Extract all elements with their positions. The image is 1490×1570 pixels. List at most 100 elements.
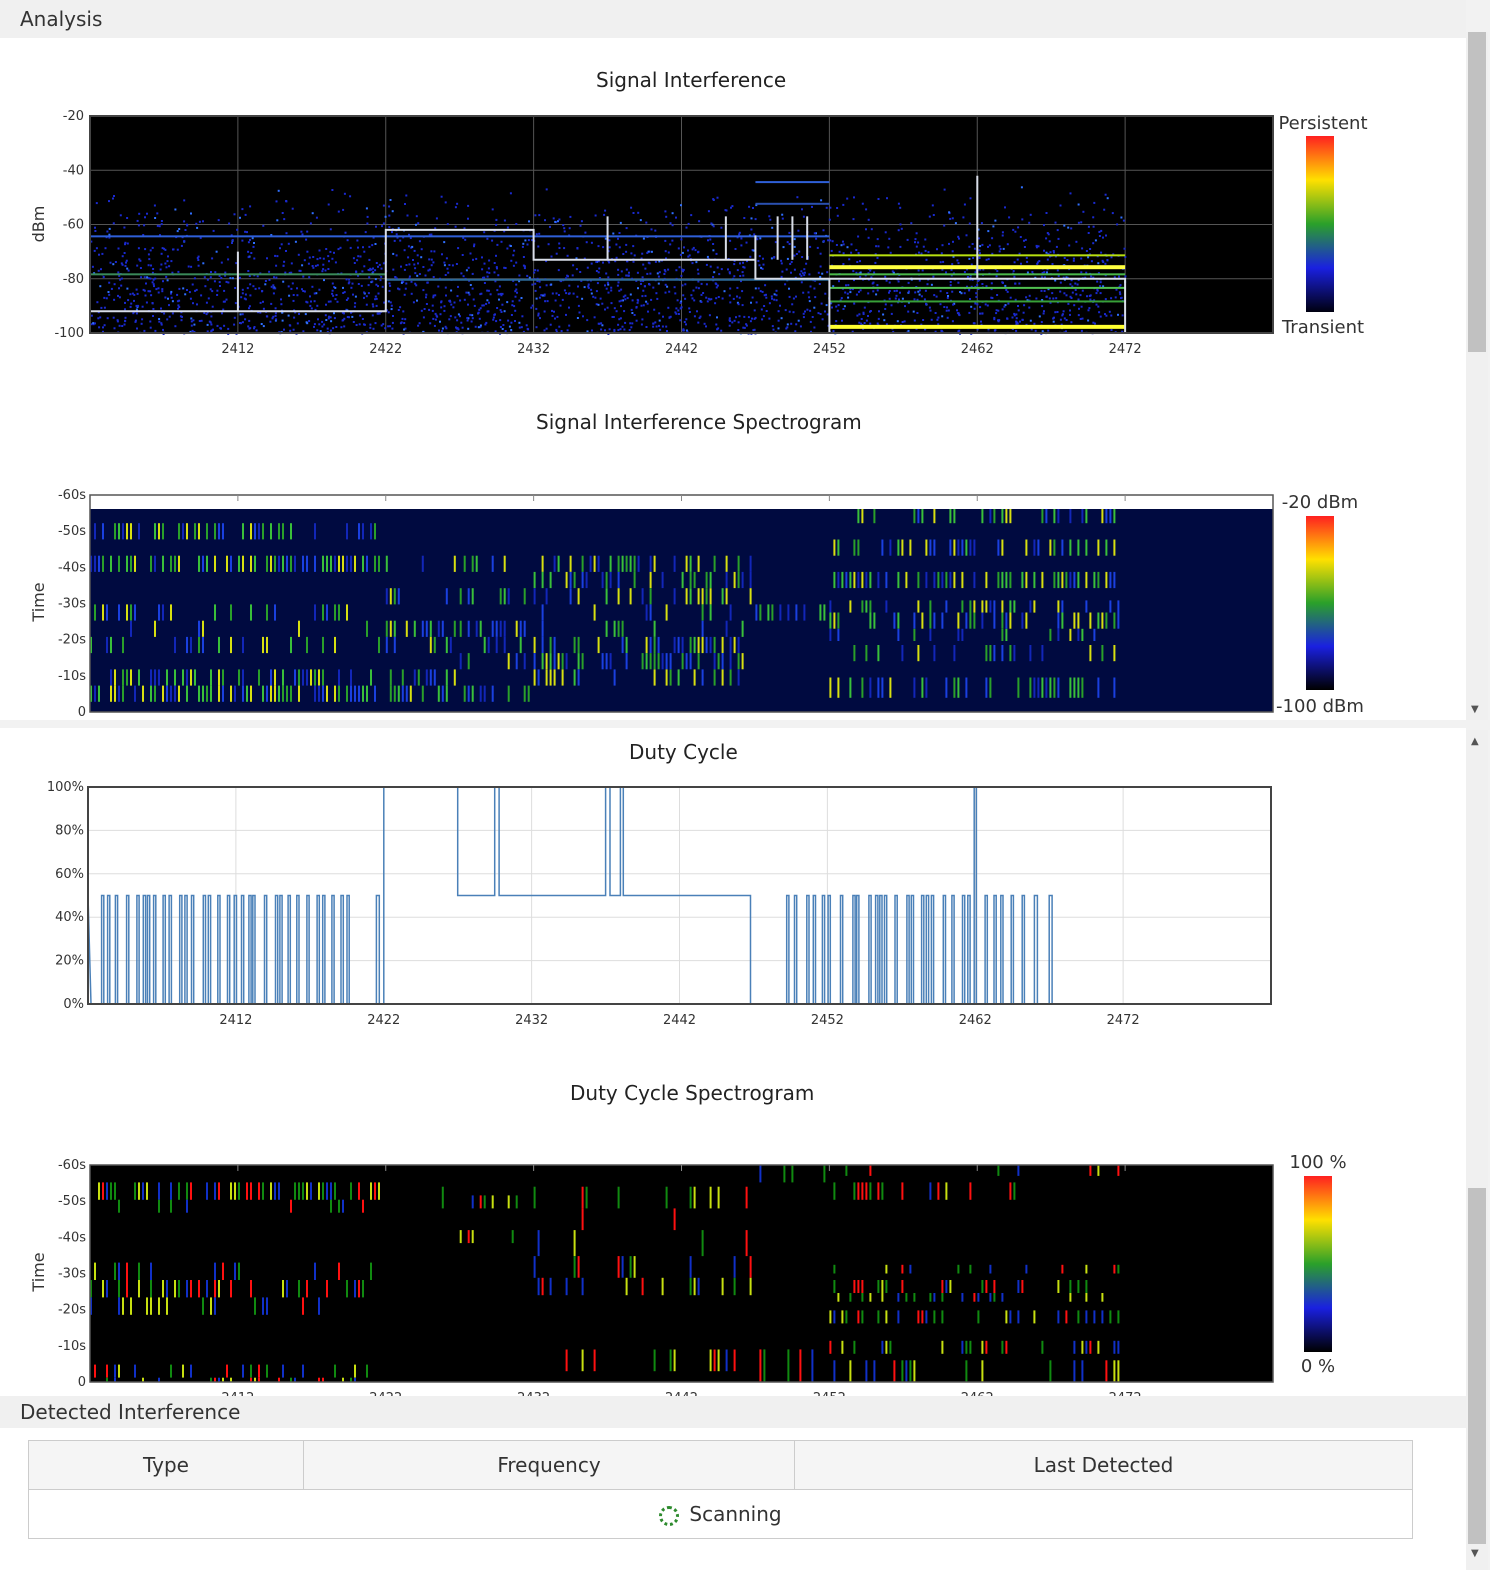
spectrogram-speckle xyxy=(721,653,724,670)
signal-point xyxy=(345,278,348,281)
spectrogram-speckle xyxy=(893,612,896,629)
signal-point xyxy=(360,284,363,287)
signal-point xyxy=(352,257,355,260)
signal-point xyxy=(449,300,452,303)
signal-point xyxy=(749,320,752,323)
signal-point xyxy=(417,262,419,265)
column-type[interactable]: Type xyxy=(28,1440,304,1490)
signal-point xyxy=(657,275,660,278)
signal-point xyxy=(236,228,239,231)
signal-point xyxy=(683,321,686,323)
column-last-detected[interactable]: Last Detected xyxy=(794,1440,1413,1490)
spectrogram-speckle xyxy=(1109,571,1112,589)
spectrogram-speckle xyxy=(441,620,444,637)
spectrogram-speckle xyxy=(274,1182,276,1200)
spectrogram-speckle xyxy=(897,571,900,589)
spectrogram-speckle xyxy=(118,1262,120,1280)
signal-point xyxy=(1001,308,1004,311)
signal-point xyxy=(337,248,340,251)
spectrogram-speckle xyxy=(795,604,798,621)
signal-point xyxy=(715,323,718,326)
signal-point xyxy=(700,293,703,296)
signal-point xyxy=(300,230,303,233)
signal-point xyxy=(676,299,679,302)
upper-scrollbar-thumb[interactable] xyxy=(1468,32,1486,352)
spectrogram-speckle xyxy=(294,555,296,572)
spectrogram-speckle xyxy=(1081,1360,1084,1382)
spectrogram-speckle xyxy=(925,571,928,589)
signal-point xyxy=(1069,309,1071,312)
spectrogram-speckle xyxy=(537,669,540,686)
spectrogram-speckle xyxy=(326,1280,328,1298)
duty-cycle-line xyxy=(87,786,1271,1005)
spectrogram-speckle xyxy=(593,1349,596,1372)
signal-point xyxy=(1092,216,1095,219)
signal-point xyxy=(543,329,546,332)
spectrogram-speckle xyxy=(238,1377,240,1382)
signal-point xyxy=(363,291,366,294)
lower-scrollbar-thumb[interactable] xyxy=(1468,1188,1486,1544)
signal-point xyxy=(985,258,988,261)
spectrogram-speckle xyxy=(1113,677,1116,698)
signal-point xyxy=(98,326,101,329)
signal-point xyxy=(925,302,927,305)
spectrogram-speckle xyxy=(338,1182,340,1200)
spectrogram-speckle xyxy=(354,1280,356,1298)
signal-point xyxy=(492,316,495,319)
signal-point xyxy=(940,252,943,255)
scroll-up-icon[interactable]: ▲ xyxy=(1471,736,1479,747)
spectrogram-speckle xyxy=(673,555,676,572)
signal-point xyxy=(361,270,364,273)
signal-point xyxy=(364,231,367,234)
signal-point xyxy=(129,293,132,296)
signal-point xyxy=(90,240,93,243)
x-tick-label: 2462 xyxy=(959,1013,992,1028)
spectrogram-speckle xyxy=(533,669,536,686)
interference-header: Detected Interference xyxy=(0,1396,1466,1428)
spectrogram-speckle xyxy=(413,669,416,686)
signal-point xyxy=(1094,322,1096,325)
spectrogram-speckle xyxy=(350,1182,352,1200)
signal-point xyxy=(382,222,385,225)
signal-point xyxy=(274,319,277,322)
signal-point xyxy=(979,268,982,271)
spectrogram-speckle xyxy=(154,555,156,572)
spectrogram-speckle xyxy=(857,509,860,524)
signal-point xyxy=(641,295,644,298)
spectrogram-speckle xyxy=(166,1280,168,1298)
signal-point xyxy=(425,293,428,296)
spectrogram-speckle xyxy=(1113,1340,1116,1354)
scroll-down-icon-2[interactable]: ▼ xyxy=(1471,1548,1479,1559)
spectrogram-speckle xyxy=(385,588,388,605)
signal-point xyxy=(1069,295,1072,298)
spectrogram-speckle xyxy=(645,653,648,670)
signal-point xyxy=(209,321,212,324)
signal-point xyxy=(913,298,916,301)
spectrogram-speckle xyxy=(342,1182,344,1200)
signal-point xyxy=(463,298,466,301)
signal-point xyxy=(705,263,708,266)
signal-point xyxy=(95,247,98,250)
spectrogram-speckle xyxy=(989,509,992,524)
signal-point xyxy=(1081,317,1084,320)
spectrogram-speckle xyxy=(166,1297,168,1315)
signal-point xyxy=(645,300,648,303)
upper-scrollbar[interactable]: ▼ xyxy=(1466,32,1488,720)
spectrogram-speckle xyxy=(673,1349,676,1372)
signal-point xyxy=(353,262,356,264)
spectrogram-speckle xyxy=(833,1360,836,1382)
spectrogram-speckle xyxy=(1049,539,1052,556)
signal-point xyxy=(842,203,845,206)
plot-border xyxy=(87,786,1272,1005)
signal-point xyxy=(439,320,441,323)
signal-point xyxy=(216,324,219,327)
signal-point xyxy=(299,269,302,272)
scroll-down-icon[interactable]: ▼ xyxy=(1471,704,1479,715)
signal-point xyxy=(149,320,152,323)
spectrogram-speckle xyxy=(118,1199,120,1213)
column-frequency[interactable]: Frequency xyxy=(303,1440,795,1490)
signal-point xyxy=(165,266,168,269)
signal-point xyxy=(752,207,754,209)
spectrogram-speckle xyxy=(90,1280,92,1298)
lower-scrollbar[interactable]: ▲ ▼ xyxy=(1466,730,1488,1570)
